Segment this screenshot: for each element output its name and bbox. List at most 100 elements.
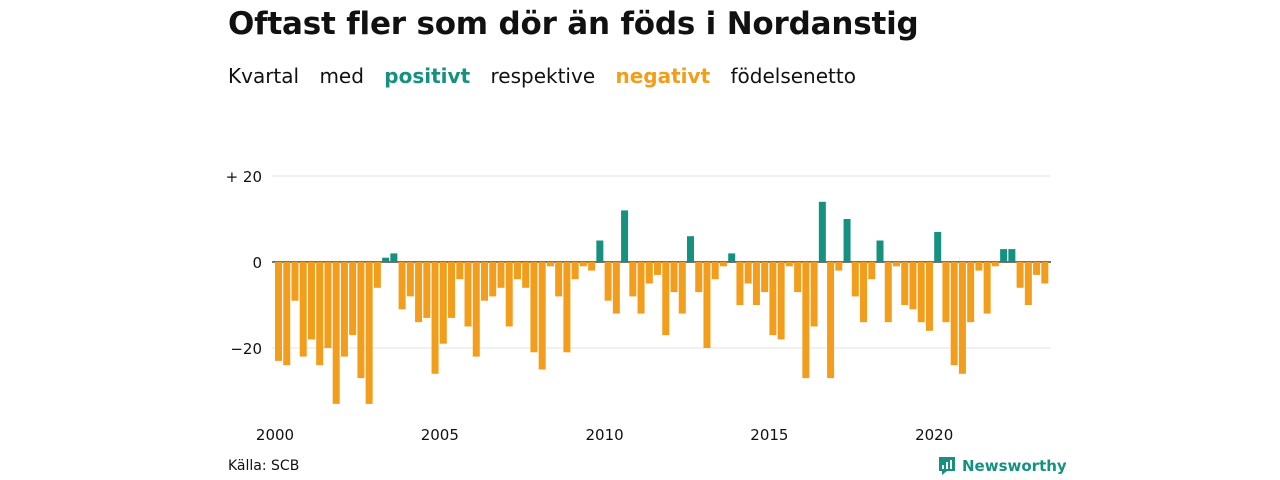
bar-2009Q3 [588, 262, 596, 271]
subtitle-text-2: med [319, 64, 364, 88]
bar-2009Q4 [596, 240, 604, 262]
bar-2006Q4 [497, 262, 505, 288]
bar-2011Q2 [645, 262, 653, 284]
bar-2012Q1 [670, 262, 678, 293]
bar-2001Q4 [332, 262, 340, 404]
bar-2007Q4 [530, 262, 538, 353]
bar-2021Q2 [975, 262, 983, 271]
bar-2020Q1 [934, 231, 942, 262]
bar-2018Q3 [884, 262, 892, 323]
bar-2008Q2 [546, 262, 554, 267]
brand-name: Newsworthy [962, 457, 1067, 475]
bar-2004Q2 [415, 262, 423, 323]
bar-2000Q1 [275, 262, 282, 361]
bar-2022Q1 [1000, 249, 1008, 262]
bar-2002Q2 [349, 262, 357, 336]
bar-2013Q1 [703, 262, 711, 348]
x-axis: 2000 2005 2010 2015 2020 [256, 426, 953, 444]
y-tick-label: 0 [252, 254, 262, 272]
bar-2009Q2 [579, 262, 587, 267]
bar-2010Q4 [629, 262, 637, 297]
bar-2015Q3 [785, 262, 793, 267]
bar-2003Q1 [373, 262, 381, 288]
subtitle-text-4: födelsenetto [730, 64, 856, 88]
bar-2022Q2 [1008, 249, 1016, 262]
bar-2020Q2 [942, 262, 950, 323]
bar-2010Q2 [612, 262, 620, 314]
y-axis: + 20 0 −20 [226, 168, 262, 358]
x-tick-label: 2000 [256, 426, 294, 444]
bar-2008Q1 [538, 262, 546, 370]
bar-2003Q4 [398, 262, 406, 310]
bar-2018Q1 [868, 262, 876, 280]
x-tick-label: 2020 [915, 426, 953, 444]
bar-2001Q1 [307, 262, 315, 340]
subtitle-positive-word: positivt [384, 64, 471, 88]
bar-2011Q1 [637, 262, 645, 314]
bar-2019Q3 [917, 262, 925, 323]
bar-2012Q2 [678, 262, 686, 314]
bar-2018Q2 [876, 240, 884, 262]
bar-2015Q4 [794, 262, 802, 293]
x-tick-label: 2005 [421, 426, 459, 444]
bar-2011Q3 [654, 262, 662, 275]
bar-2021Q4 [991, 262, 999, 267]
x-tick-label: 2010 [586, 426, 624, 444]
bar-2014Q3 [752, 262, 760, 305]
bar-2007Q2 [513, 262, 521, 280]
chart-subtitle: Kvartal med positivt respektive negativt… [228, 64, 870, 88]
bar-2000Q3 [291, 262, 299, 301]
bar-2023Q2 [1041, 262, 1049, 284]
bar-2018Q4 [893, 262, 900, 267]
bar-2013Q4 [728, 253, 736, 262]
bar-2019Q1 [901, 262, 909, 305]
x-tick-label: 2015 [750, 426, 788, 444]
bar-2014Q2 [744, 262, 752, 284]
bar-2008Q4 [563, 262, 571, 353]
bar-2017Q1 [835, 262, 843, 271]
subtitle-text-1: Kvartal [228, 64, 300, 88]
bar-2023Q1 [1033, 262, 1041, 275]
bar-2003Q3 [390, 253, 398, 262]
bar-2021Q3 [983, 262, 991, 314]
bar-2005Q1 [439, 262, 447, 344]
bar-2012Q4 [695, 262, 703, 293]
bar-2022Q4 [1024, 262, 1032, 305]
bar-2020Q3 [950, 262, 958, 366]
bar-2010Q3 [621, 210, 629, 262]
bar-2020Q4 [958, 262, 966, 374]
bar-2021Q1 [967, 262, 975, 323]
bar-2016Q1 [802, 262, 810, 379]
subtitle-text-3: respektive [490, 64, 596, 88]
bar-2000Q2 [283, 262, 291, 366]
bar-2002Q1 [340, 262, 348, 357]
bar-2001Q3 [324, 262, 332, 348]
bar-2006Q3 [489, 262, 497, 297]
bar-2000Q4 [299, 262, 307, 357]
bar-2007Q1 [505, 262, 513, 327]
bar-2015Q2 [777, 262, 785, 340]
brand-logo[interactable]: Newsworthy [938, 456, 1067, 476]
bar-2007Q3 [522, 262, 530, 288]
bar-2019Q4 [925, 262, 933, 331]
bar-2003Q2 [382, 257, 390, 262]
subtitle-negative-word: negativt [615, 64, 711, 88]
bar-2005Q3 [456, 262, 464, 280]
bar-2012Q3 [687, 236, 694, 262]
bar-2015Q1 [769, 262, 777, 336]
bar-2001Q2 [316, 262, 324, 366]
bar-2014Q1 [736, 262, 744, 305]
bar-2017Q4 [860, 262, 868, 323]
bar-2011Q4 [662, 262, 670, 336]
bar-2016Q2 [810, 262, 818, 327]
bar-2004Q3 [423, 262, 431, 318]
bar-2013Q2 [711, 262, 719, 280]
bar-2005Q2 [448, 262, 456, 318]
bar-2008Q3 [555, 262, 563, 297]
bar-2004Q1 [406, 262, 414, 297]
bar-2017Q2 [843, 219, 851, 262]
bar-2002Q4 [365, 262, 373, 404]
bars [275, 201, 1049, 404]
bar-2013Q3 [719, 262, 727, 267]
